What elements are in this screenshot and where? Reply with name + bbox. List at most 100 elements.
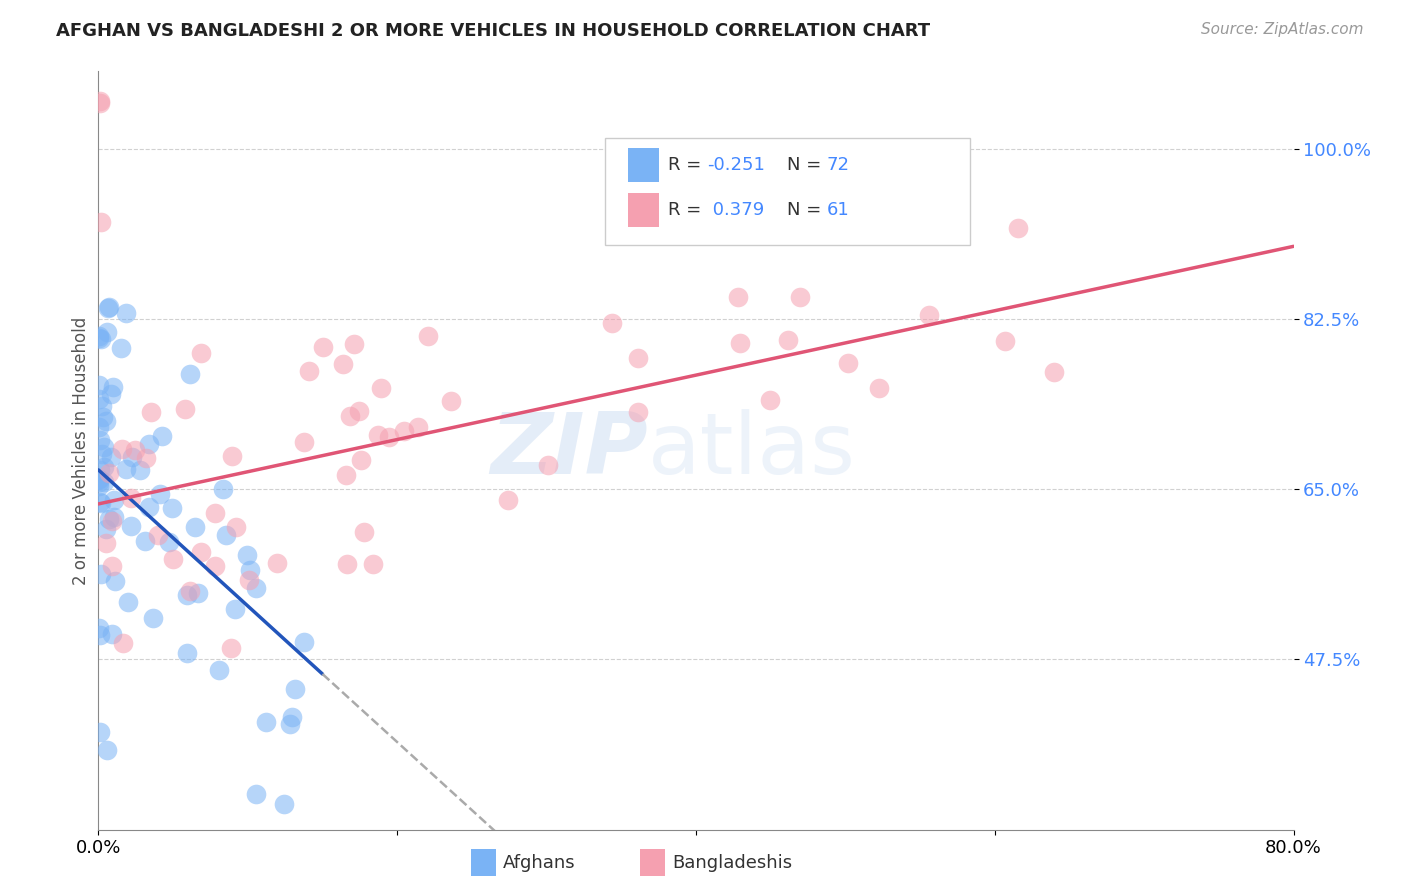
Point [215,528,238,542]
Point [98,300,121,314]
Point [90,496,112,510]
Point [266,556,288,570]
Point [600,316,623,330]
Point [184,519,207,533]
Point [759,393,782,408]
Point [176,588,198,602]
Point [728,335,751,350]
Point [627,351,650,365]
Point [110,442,132,456]
Point [190,545,212,559]
Point [101,380,124,394]
Point [129,463,152,477]
Point [138,436,160,450]
Point [868,381,890,395]
Point [994,334,1017,348]
Point [97,466,120,480]
Point [96,743,118,757]
Point [498,492,520,507]
Point [208,663,231,677]
Text: AFGHAN VS BANGLADESHI 2 OR MORE VEHICLES IN HOUSEHOLD CORRELATION CHART: AFGHAN VS BANGLADESHI 2 OR MORE VEHICLES… [56,22,931,40]
Point [204,506,226,520]
Point [160,500,183,515]
Point [89,331,111,345]
Point [225,519,247,533]
Point [90,215,112,229]
Point [90,332,112,346]
Point [239,563,262,577]
Point [101,558,124,573]
Point [727,290,749,304]
Point [187,586,209,600]
Point [135,450,157,465]
Point [1043,365,1066,379]
Point [94,535,117,549]
Point [100,450,122,465]
Point [89,494,111,508]
Point [89,392,111,406]
Point [115,306,138,320]
Point [120,519,142,533]
Text: 61: 61 [827,201,849,219]
Point [101,626,124,640]
Point [96,326,118,340]
Point [254,714,277,729]
Point [284,682,307,697]
Point [778,333,800,347]
Point [339,409,361,423]
Y-axis label: 2 or more Vehicles in Household: 2 or more Vehicles in Household [72,317,90,584]
Point [179,584,201,599]
Point [1007,221,1029,235]
Point [190,346,212,360]
Point [134,534,156,549]
Point [245,581,267,595]
Point [179,367,201,381]
Point [298,363,321,377]
Point [224,602,246,616]
Point [89,724,111,739]
Point [332,357,354,371]
Point [121,450,143,465]
Point [91,410,114,425]
Point [89,96,111,111]
Point [89,463,111,477]
Point [378,430,401,444]
Point [350,453,373,467]
Point [112,636,135,650]
Point [103,493,125,508]
Point [142,611,165,625]
Text: N =: N = [787,201,827,219]
Point [89,621,111,635]
Point [89,420,111,434]
Point [93,460,115,475]
Point [89,472,111,486]
Point [361,558,384,572]
Point [236,548,259,562]
Point [335,467,357,482]
Point [96,522,118,536]
Point [110,341,132,355]
Point [94,414,117,428]
Point [162,552,184,566]
Point [367,428,389,442]
Point [343,336,366,351]
Point [280,710,302,724]
Point [120,491,142,505]
Point [221,449,243,463]
Point [90,447,112,461]
Point [89,479,111,493]
Point [115,461,138,475]
Point [292,634,315,648]
Point [336,557,359,571]
Point [837,356,859,370]
Point [89,329,111,343]
Point [89,472,111,486]
Point [100,514,122,528]
Point [89,475,111,489]
Point [204,558,226,573]
Text: 0.379: 0.379 [707,201,765,219]
Point [416,329,439,343]
Point [117,595,139,609]
Text: ZIP: ZIP [491,409,648,492]
Point [89,628,111,642]
